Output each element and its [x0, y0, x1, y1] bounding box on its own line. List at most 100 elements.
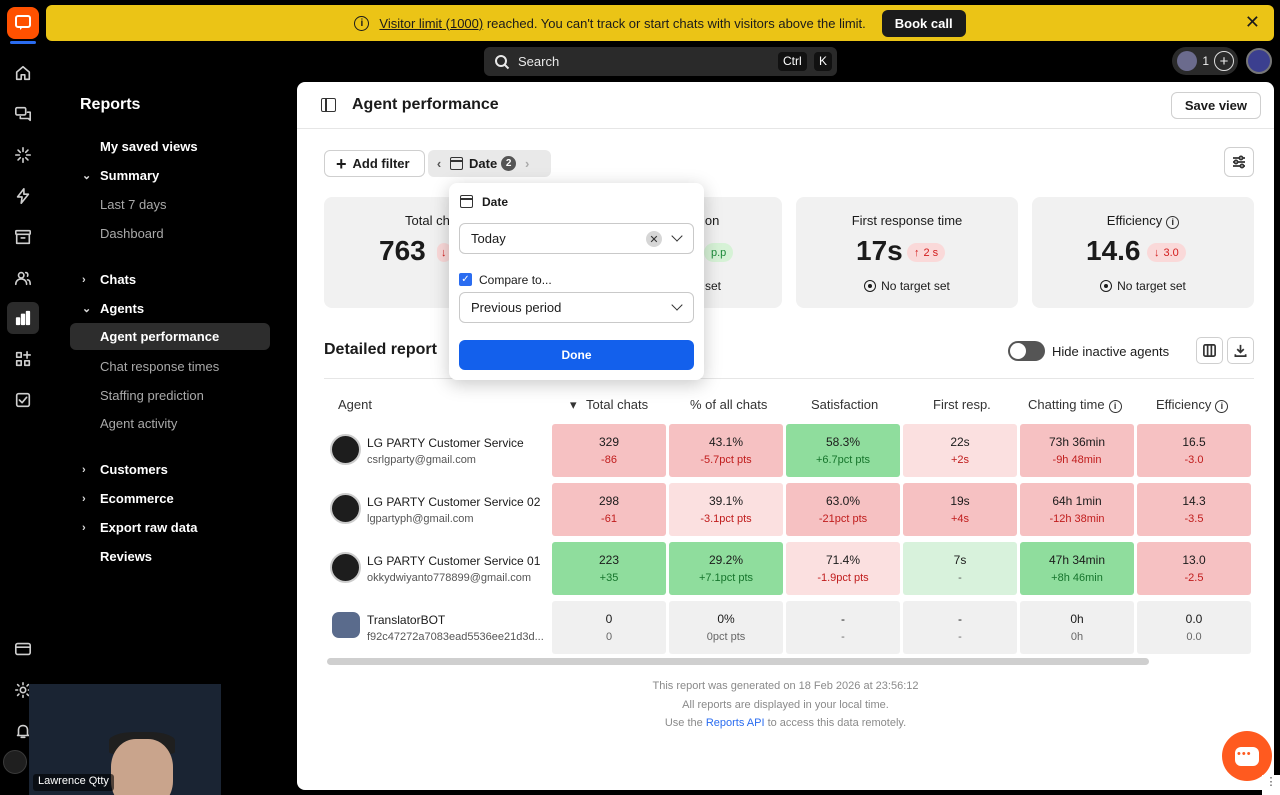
- reports-api-link[interactable]: Reports API: [705, 717, 765, 729]
- close-icon[interactable]: ✕: [1244, 12, 1260, 32]
- chevron-right-icon: ›: [82, 273, 86, 286]
- date-filter-chip[interactable]: ‹ Date 2 ›: [428, 150, 551, 177]
- shortcut-key-k: K: [814, 52, 833, 71]
- icon-rail: [0, 0, 46, 795]
- sidebar-item-ecommerce[interactable]: › Ecommerce: [70, 485, 270, 512]
- cell-value: 22s: [950, 435, 970, 449]
- compare-period-select[interactable]: Previous period: [459, 292, 694, 323]
- sidebar-item-summary[interactable]: ⌄ Summary: [70, 162, 270, 189]
- column-header-label: Efficiency: [1156, 397, 1212, 412]
- add-filter-button[interactable]: + Add filter: [324, 150, 425, 177]
- notifications-icon[interactable]: [7, 715, 39, 747]
- chevron-right-icon: ›: [82, 521, 86, 534]
- cell-value: 0h: [1070, 612, 1084, 626]
- chevron-left-icon[interactable]: ‹: [436, 156, 442, 171]
- chat-widget-button[interactable]: [1222, 731, 1272, 781]
- metric-card-first-response-time: First response time 17s ↑ 2 s No target s…: [796, 197, 1018, 308]
- detailed-report-title: Detailed report: [324, 341, 437, 358]
- compare-checkbox[interactable]: ✓: [459, 273, 472, 286]
- card-target: No target set: [1032, 279, 1254, 293]
- visitor-limit-link[interactable]: Visitor limit (1000): [379, 15, 484, 31]
- download-button[interactable]: [1227, 337, 1254, 364]
- cell-delta: -3.1pct pts: [700, 513, 752, 525]
- table-row[interactable]: LG PARTY Customer Service csrlgparty@gma…: [324, 422, 1254, 477]
- visitors-widget[interactable]: 1 +: [1172, 47, 1238, 75]
- sort-desc-icon[interactable]: ▾: [570, 397, 577, 412]
- app-logo-icon[interactable]: [7, 7, 39, 44]
- column-header-efficiency[interactable]: Efficiency i: [1156, 397, 1229, 413]
- table-row[interactable]: LG PARTY Customer Service 01 okkydwiyant…: [324, 540, 1254, 595]
- column-header-agent[interactable]: Agent: [338, 397, 372, 412]
- search-input[interactable]: Search Ctrl K: [484, 47, 837, 76]
- info-icon[interactable]: i: [1108, 399, 1122, 413]
- sidebar-item-customers[interactable]: › Customers: [70, 456, 270, 483]
- edit-icon[interactable]: [3, 750, 27, 774]
- sidebar-item-my-saved-views[interactable]: My saved views: [70, 133, 270, 160]
- more-icon[interactable]: ⋮: [1262, 775, 1280, 795]
- cell-delta: 0: [605, 631, 613, 643]
- chats-icon[interactable]: [7, 98, 39, 130]
- sidebar-toggle-icon[interactable]: [321, 98, 336, 112]
- info-icon[interactable]: i: [1166, 215, 1180, 229]
- billing-icon[interactable]: [7, 633, 39, 665]
- footer-api-post: to access this data remotely.: [767, 717, 907, 729]
- user-avatar[interactable]: [1246, 48, 1272, 74]
- card-target-label: No target set: [881, 279, 950, 293]
- cell-percent-chats: 43.1% -5.7pct pts: [669, 424, 783, 477]
- sidebar-item-export-raw-data[interactable]: › Export raw data: [70, 514, 270, 541]
- table-row[interactable]: TranslatorBOT f92c47272a7083ead5536ee21d…: [324, 599, 1254, 654]
- sidebar-item-last-7-days[interactable]: Last 7 days: [70, 191, 270, 218]
- book-call-button[interactable]: Book call: [881, 9, 966, 37]
- bot-avatar-icon: [332, 612, 360, 638]
- report-settings-button[interactable]: [1224, 147, 1254, 177]
- column-header-total-chats[interactable]: Total chats: [586, 397, 649, 412]
- sidebar-item-staffing-prediction[interactable]: Staffing prediction: [70, 382, 270, 409]
- hide-inactive-toggle[interactable]: [1008, 341, 1045, 361]
- cell-value: 14.3: [1182, 494, 1206, 508]
- cell-value: 47h 34min: [1048, 553, 1106, 567]
- apps-icon[interactable]: [7, 343, 39, 375]
- home-icon[interactable]: [7, 57, 39, 89]
- columns-button[interactable]: [1196, 337, 1223, 364]
- sidebar-item-label: Customers: [100, 462, 168, 477]
- automate-icon[interactable]: [7, 180, 39, 212]
- card-delta-value: 2 s: [923, 246, 939, 259]
- sidebar-item-agent-activity[interactable]: Agent activity: [70, 410, 270, 437]
- column-header-chatting-time[interactable]: Chatting time i: [1028, 397, 1122, 413]
- column-header-percent-chats[interactable]: % of all chats: [690, 397, 768, 412]
- sidebar-item-dashboard[interactable]: Dashboard: [70, 220, 270, 247]
- info-icon[interactable]: i: [1215, 399, 1229, 413]
- engage-icon[interactable]: [7, 139, 39, 171]
- date-filter-label: Date: [469, 156, 498, 171]
- clear-icon[interactable]: ✕: [646, 231, 662, 247]
- sidebar-item-agents[interactable]: ⌄ Agents: [70, 295, 270, 322]
- chevron-right-icon[interactable]: ›: [525, 156, 530, 171]
- add-icon[interactable]: +: [1214, 51, 1234, 71]
- column-header-first-resp[interactable]: First resp.: [933, 397, 991, 412]
- visitor-avatar: [1177, 51, 1198, 71]
- cell-delta: +2s: [950, 454, 970, 466]
- sidebar-item-agent-performance[interactable]: Agent performance: [70, 323, 270, 350]
- card-title: ion: [702, 213, 720, 228]
- cell-satisfaction: 63.0% -21pct pts: [786, 483, 900, 536]
- save-view-button[interactable]: Save view: [1170, 92, 1261, 119]
- sidebar-item-chats[interactable]: › Chats: [70, 266, 270, 293]
- cell-value: 19s: [950, 494, 970, 508]
- sidebar-item-chat-response-times[interactable]: Chat response times: [70, 353, 270, 380]
- reports-icon[interactable]: [7, 302, 39, 334]
- cell-efficiency: 16.5 -3.0: [1137, 424, 1251, 477]
- date-range-select[interactable]: Today ✕: [459, 223, 694, 254]
- search-icon: [495, 54, 510, 69]
- archives-icon[interactable]: [7, 221, 39, 253]
- horizontal-scrollbar[interactable]: [327, 658, 1149, 665]
- cell-satisfaction: 58.3% +6.7pct pts: [786, 424, 900, 477]
- column-header-satisfaction[interactable]: Satisfaction: [811, 397, 879, 412]
- sidebar-item-reviews[interactable]: Reviews: [70, 543, 270, 570]
- team-icon[interactable]: [7, 262, 39, 294]
- done-button[interactable]: Done: [459, 340, 694, 370]
- card-target: No target set: [796, 279, 1018, 293]
- table-row[interactable]: LG PARTY Customer Service 02 lgpartyph@g…: [324, 481, 1254, 536]
- cell-total-chats: 329 -86: [552, 424, 666, 477]
- tasks-icon[interactable]: [7, 384, 39, 416]
- cell-value: 223: [598, 553, 620, 567]
